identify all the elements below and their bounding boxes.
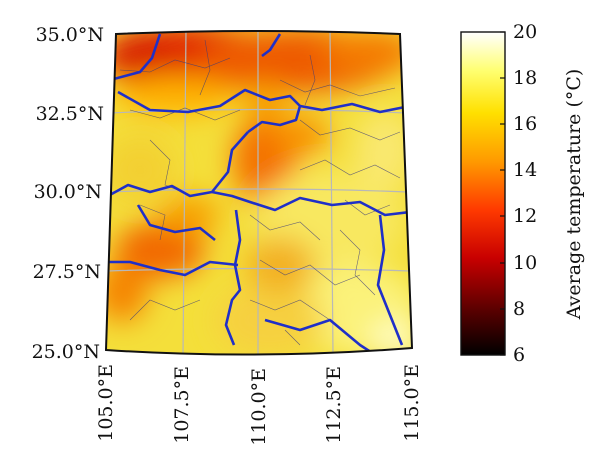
- lat-label-25: 25.0°N: [32, 341, 100, 363]
- lat-label-30: 30.0°N: [34, 181, 102, 203]
- colorbar-tick-20: 20: [513, 21, 537, 43]
- lat-label-27-5: 27.5°N: [33, 261, 101, 283]
- colorbar-tick-14: 14: [513, 159, 537, 181]
- latitude-labels: 35.0°N 32.5°N 30.0°N 27.5°N 25.0°N: [32, 24, 104, 363]
- lat-label-35: 35.0°N: [36, 24, 104, 46]
- lon-label-107-5: 107.5°E: [171, 366, 193, 444]
- colorbar-gradient: [460, 31, 506, 356]
- longitude-labels: 105.0°E 107.5°E 110.0°E 112.5°E 115.0°E: [95, 364, 423, 446]
- lon-label-115: 115.0°E: [401, 364, 423, 442]
- colorbar-tick-12: 12: [513, 205, 537, 227]
- lat-label-32-5: 32.5°N: [36, 103, 104, 125]
- lon-label-105: 105.0°E: [95, 364, 117, 442]
- colorbar-tick-10: 10: [513, 252, 537, 274]
- colorbar-tick-16: 16: [513, 113, 537, 135]
- colorbar-tick-18: 18: [513, 67, 537, 89]
- colorbar-ticks: [500, 31, 505, 356]
- map-frame: [104, 30, 414, 356]
- colorbar-tick-6: 6: [513, 344, 525, 366]
- lon-label-110: 110.0°E: [248, 368, 270, 446]
- colorbar: 6 8 10 12 14 16 18 20 Average temperatur…: [460, 21, 585, 366]
- lon-label-112-5: 112.5°E: [323, 366, 345, 444]
- colorbar-title: Average temperature (°C): [563, 69, 585, 321]
- colorbar-tick-8: 8: [513, 298, 525, 320]
- province-borders: [107, 33, 411, 355]
